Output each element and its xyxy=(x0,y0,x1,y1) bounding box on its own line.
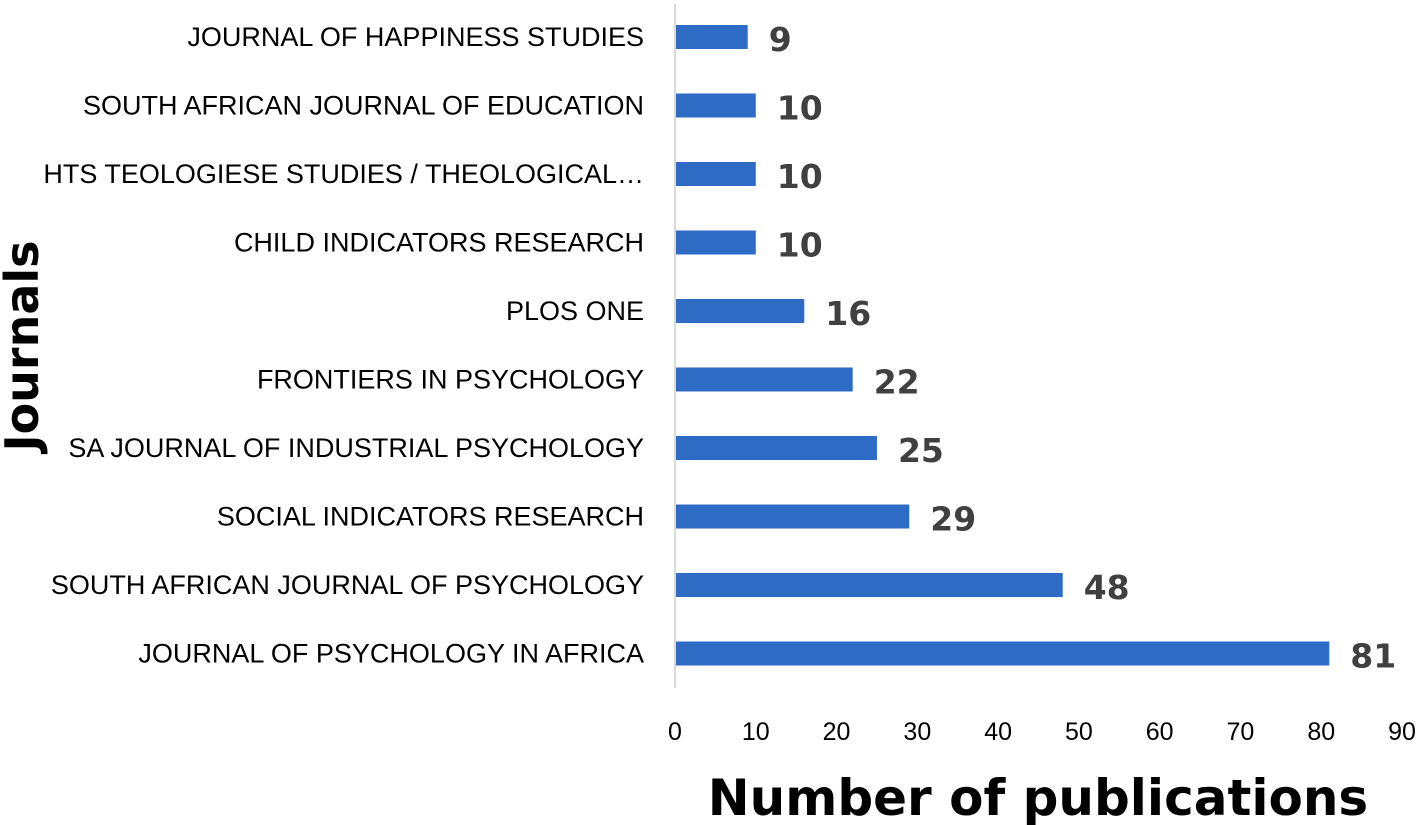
x-tick-label: 80 xyxy=(1307,718,1335,746)
data-label: 9 xyxy=(769,20,792,59)
x-tick-label: 50 xyxy=(1065,718,1093,746)
x-tick-label: 30 xyxy=(903,718,931,746)
category-label: SOCIAL INDICATORS RESEARCH xyxy=(217,502,644,532)
x-tick-label: 40 xyxy=(984,718,1012,746)
x-axis-title: Number of publications xyxy=(708,769,1368,825)
y-axis-title: Journals xyxy=(0,240,49,454)
bar-child-indicators-research xyxy=(675,230,756,255)
data-label: 10 xyxy=(777,89,823,128)
bar-plos-one xyxy=(675,299,805,323)
bar-social-indicators-research xyxy=(675,504,910,529)
data-label: 25 xyxy=(898,431,944,470)
category-label: SOUTH AFRICAN JOURNAL OF EDUCATION xyxy=(83,91,644,121)
bar-hts-teologiese-studies-theological xyxy=(675,162,756,186)
category-label: PLOS ONE xyxy=(506,296,644,326)
category-labels: JOURNAL OF HAPPINESS STUDIES SOUTH AFRICA… xyxy=(43,22,644,669)
bar-south-african-journal-of-psychology xyxy=(675,573,1063,597)
category-label: FRONTIERS IN PSYCHOLOGY xyxy=(257,365,644,395)
data-label: 48 xyxy=(1084,568,1130,607)
data-label: 10 xyxy=(777,226,823,265)
bars-group xyxy=(675,25,1330,666)
data-label: 10 xyxy=(777,157,823,196)
data-label: 16 xyxy=(825,294,871,333)
bar-sa-journal-of-industrial-psychology xyxy=(675,436,877,460)
bar-frontiers-in-psychology xyxy=(675,367,853,392)
x-tick-label: 20 xyxy=(823,718,851,746)
bar-journal-of-happiness-studies xyxy=(675,25,748,49)
data-label: 81 xyxy=(1350,637,1396,676)
x-tick-label: 90 xyxy=(1388,718,1416,746)
bar-journal-of-psychology-in-africa xyxy=(675,641,1330,666)
category-label: JOURNAL OF PSYCHOLOGY IN AFRICA xyxy=(138,639,644,669)
category-label: HTS TEOLOGIESE STUDIES / THEOLOGICAL… xyxy=(43,159,644,189)
data-label: 22 xyxy=(874,363,920,402)
bar-south-african-journal-of-education xyxy=(675,93,756,118)
category-label: JOURNAL OF HAPPINESS STUDIES xyxy=(187,22,644,52)
x-tick-label: 0 xyxy=(668,718,682,746)
x-tick-label: 60 xyxy=(1146,718,1174,746)
x-tick-labels: 0 10 20 30 40 50 60 70 80 90 xyxy=(668,718,1416,746)
category-label: SOUTH AFRICAN JOURNAL OF PSYCHOLOGY xyxy=(51,570,644,600)
category-label: SA JOURNAL OF INDUSTRIAL PSYCHOLOGY xyxy=(68,433,644,463)
x-tick-label: 10 xyxy=(742,718,770,746)
x-tick-label: 70 xyxy=(1227,718,1255,746)
data-label: 29 xyxy=(930,500,976,539)
category-label: CHILD INDICATORS RESEARCH xyxy=(234,228,644,258)
